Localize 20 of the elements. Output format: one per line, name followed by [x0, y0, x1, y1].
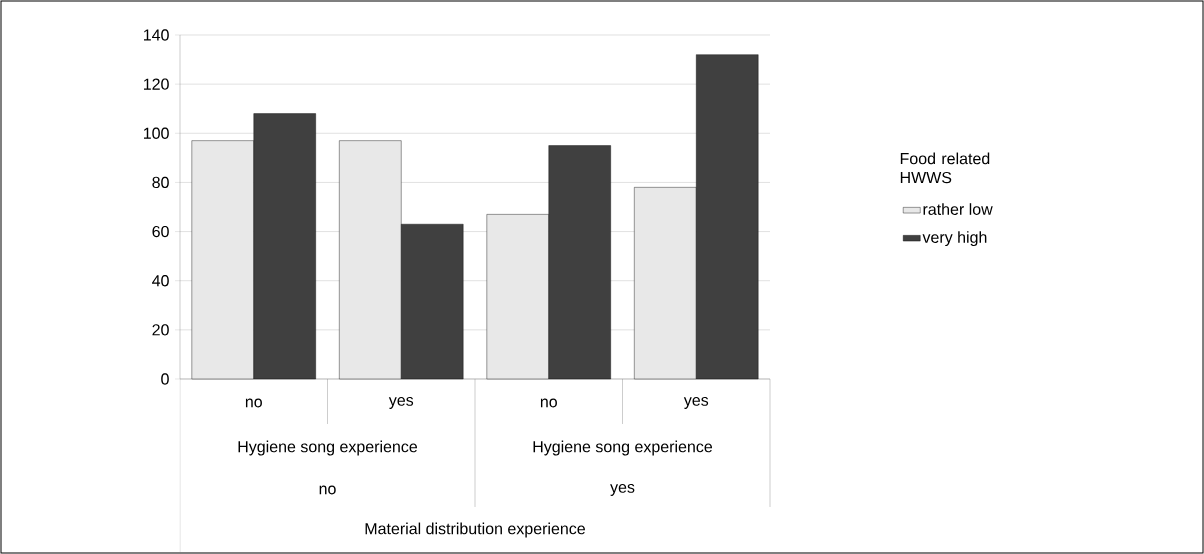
text: yes: [610, 484, 635, 496]
y-tick-label: 20: [152, 324, 169, 336]
y-tick-label: 120: [144, 78, 169, 90]
legend-label: rather low: [923, 203, 993, 215]
x-tick-label: no: [245, 398, 262, 408]
text: Hygiene song experience: [238, 440, 418, 456]
x-tick-label: yes: [388, 397, 414, 409]
text: no: [319, 485, 336, 495]
y-tick-label: 40: [152, 275, 169, 287]
x-tick-label: no: [540, 398, 557, 408]
x-tick-label: yes: [683, 397, 709, 409]
y-tick-label: 80: [152, 176, 169, 189]
y-tick-label: 60: [152, 225, 169, 238]
y-tick-label: 140: [144, 29, 169, 41]
text: Hygiene song experience: [533, 440, 713, 456]
legend-label: very high: [922, 231, 987, 247]
legend-title: Food related HWWS: [900, 152, 990, 184]
y-tick-label: 0: [161, 373, 169, 385]
y-tick-label: 100: [144, 127, 169, 139]
text: Material distribution experience: [365, 522, 585, 538]
